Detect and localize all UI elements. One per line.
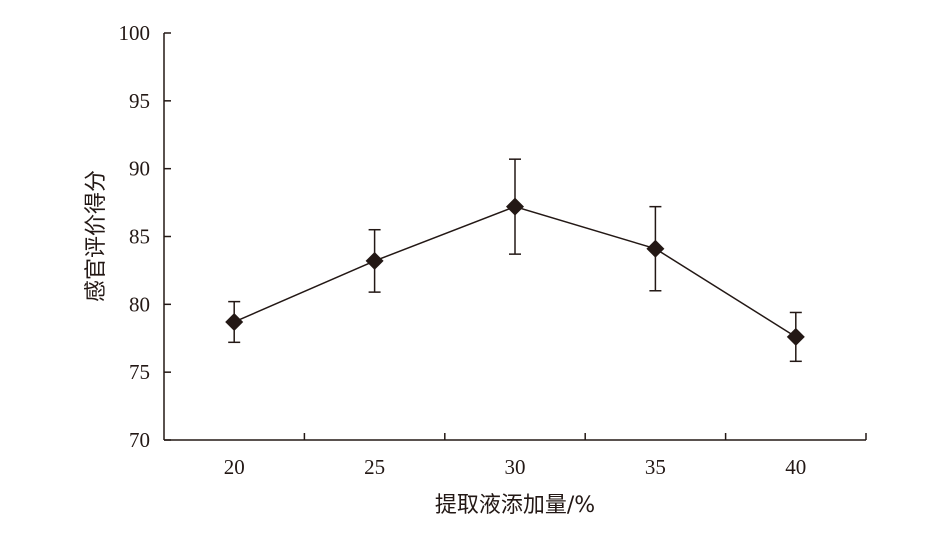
data-point-marker <box>365 251 384 270</box>
y-tick-label: 85 <box>129 225 150 249</box>
x-axis-title: 提取液添加量/% <box>435 493 595 518</box>
x-tick-label: 30 <box>505 455 526 479</box>
y-tick-label: 100 <box>119 21 151 45</box>
y-tick-label: 75 <box>129 360 150 384</box>
y-tick-label: 70 <box>129 428 150 452</box>
x-tick-label: 25 <box>364 455 385 479</box>
y-tick-label: 95 <box>129 89 150 113</box>
x-tick-label: 20 <box>224 455 245 479</box>
error-bars <box>228 158 802 363</box>
data-point-marker <box>225 312 244 331</box>
y-tick-label: 90 <box>129 157 150 181</box>
x-tick-label: 40 <box>785 455 806 479</box>
data-point-marker <box>786 327 805 346</box>
x-tick-label: 35 <box>645 455 666 479</box>
data-point-marker <box>646 239 665 258</box>
data-point-marker <box>506 197 524 216</box>
y-axis-ticks: 70 75 80 85 90 95 100 <box>119 21 171 452</box>
data-markers <box>225 197 805 346</box>
x-axis-ticks: 20 25 30 35 40 <box>224 433 867 479</box>
y-axis-title: 感官评价得分 <box>84 170 109 302</box>
y-tick-label: 80 <box>129 292 150 316</box>
